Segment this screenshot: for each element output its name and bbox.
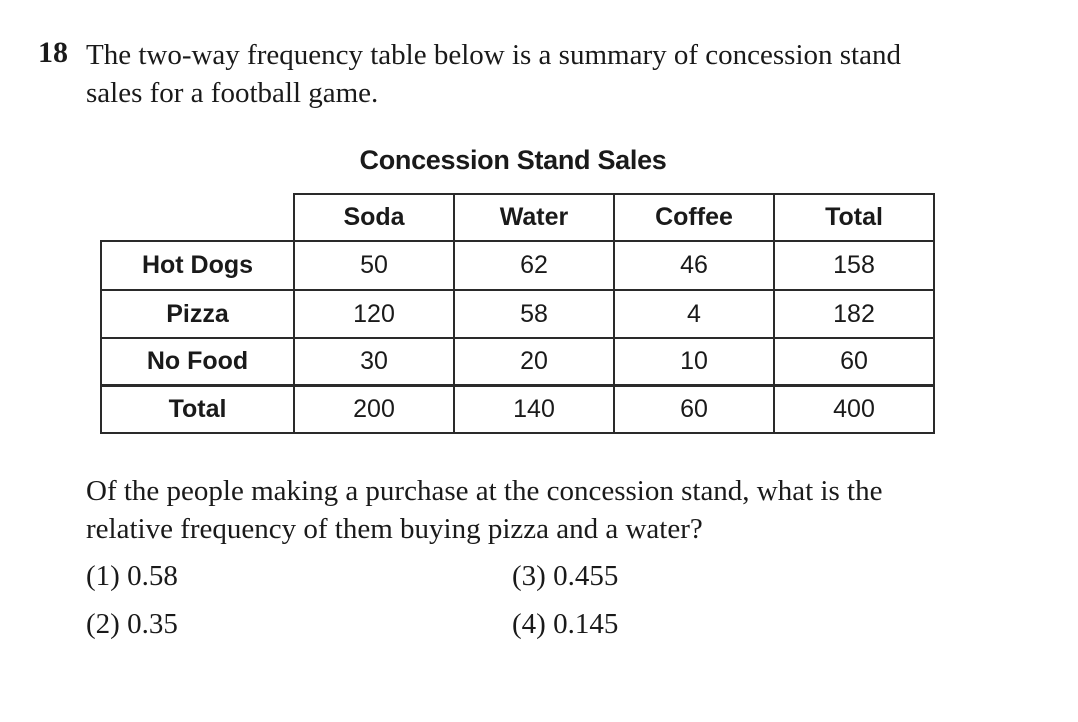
question-line-2: relative frequency of them buying pizza …	[86, 513, 703, 545]
table-cell: 20	[453, 337, 615, 386]
table-cell: 4	[613, 289, 775, 339]
answer-choice-2[interactable]: (2) 0.35	[86, 608, 178, 640]
answer-choice-1[interactable]: (1) 0.58	[86, 560, 178, 592]
column-header-soda: Soda	[293, 193, 455, 242]
table-cell: 58	[453, 289, 615, 339]
table-cell: 10	[613, 337, 775, 386]
table-cell: 400	[773, 384, 935, 434]
table-cell: 60	[773, 337, 935, 386]
column-header-total: Total	[773, 193, 935, 242]
table-cell: 50	[293, 240, 455, 291]
table-cell: 140	[453, 384, 615, 434]
answer-choice-4[interactable]: (4) 0.145	[512, 608, 619, 640]
table-cell: 46	[613, 240, 775, 291]
table-cell: 30	[293, 337, 455, 386]
table-cell: 60	[613, 384, 775, 434]
problem-stem: The two-way frequency table below is a s…	[86, 36, 1046, 112]
question-line-1: Of the people making a purchase at the c…	[86, 475, 883, 507]
table-cell: 200	[293, 384, 455, 434]
row-header-pizza: Pizza	[100, 289, 295, 339]
row-header-no-food: No Food	[100, 337, 295, 386]
table-cell: 158	[773, 240, 935, 291]
question-text: Of the people making a purchase at the c…	[86, 472, 1046, 548]
row-header-hot-dogs: Hot Dogs	[100, 240, 295, 291]
column-header-coffee: Coffee	[613, 193, 775, 242]
stem-line-1: The two-way frequency table below is a s…	[86, 39, 901, 71]
stem-line-2: sales for a football game.	[86, 77, 379, 109]
table-cell: 62	[453, 240, 615, 291]
question-number: 18	[38, 36, 68, 69]
row-header-total: Total	[100, 384, 295, 434]
answer-choice-3[interactable]: (3) 0.455	[512, 560, 619, 592]
table-cell: 120	[293, 289, 455, 339]
column-header-water: Water	[453, 193, 615, 242]
table-title: Concession Stand Sales	[359, 145, 667, 175]
table-cell: 182	[773, 289, 935, 339]
